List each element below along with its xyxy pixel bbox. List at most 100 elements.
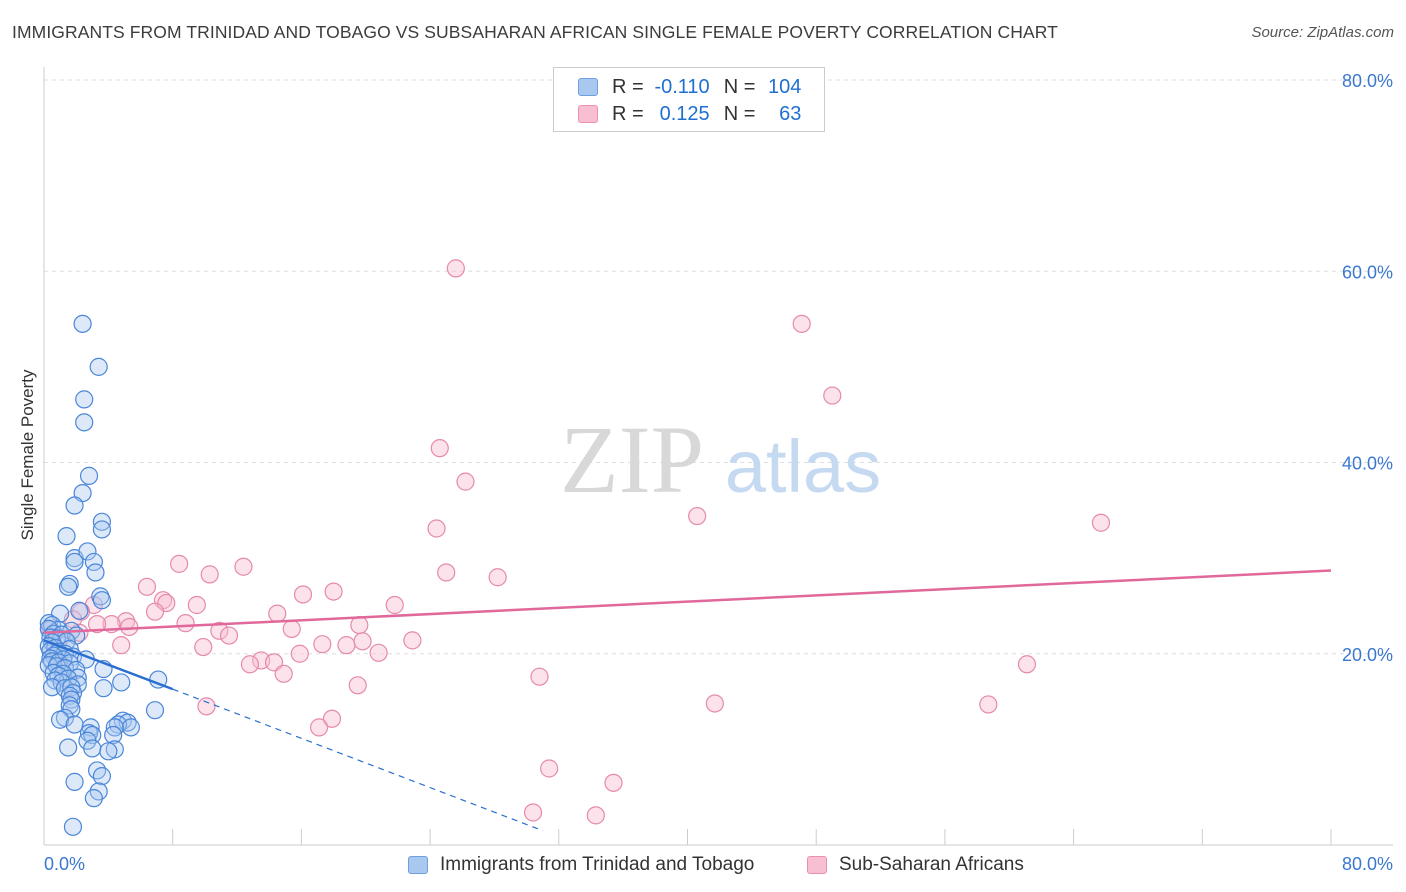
watermark-zip: ZIP [560, 406, 704, 513]
data-point-blue [79, 466, 99, 485]
data-point-blue [84, 789, 103, 808]
data-point-blue [65, 496, 84, 515]
data-point-pink [456, 472, 475, 491]
data-point-pink [530, 667, 549, 686]
legend-r-value: -0.110 [654, 75, 710, 98]
data-point-blue [94, 679, 113, 698]
data-point-blue [121, 718, 140, 737]
legend-swatch-blue [578, 78, 598, 96]
data-point-blue [87, 761, 107, 780]
legend-n-value: 63 [779, 102, 802, 125]
data-point-pink [1091, 513, 1111, 532]
legend-r-value: 0.125 [659, 102, 710, 125]
data-point-pink [313, 635, 332, 654]
data-point-blue [105, 740, 124, 759]
data-point-blue [59, 577, 78, 596]
data-point-pink [488, 568, 507, 587]
data-point-pink [324, 582, 343, 601]
data-point-blue [75, 413, 94, 432]
data-point-blue [89, 357, 108, 376]
data-point-blue [65, 772, 84, 791]
legend-row-pink: R = 0.125 N = 63 [578, 101, 801, 127]
legend-r-label: R = [612, 102, 644, 125]
trend-lines [43, 569, 1332, 832]
watermark-atlas: atlas [725, 425, 881, 508]
data-point-blue [83, 739, 102, 758]
data-point-blue [50, 710, 70, 729]
y-tick-label: 40.0% [1342, 454, 1393, 474]
data-point-blue [70, 601, 89, 620]
data-point-pink [540, 759, 559, 778]
axes [43, 67, 1393, 846]
trendline-pink [43, 569, 1332, 634]
data-point-blue [73, 314, 92, 333]
data-point-pink [427, 519, 446, 538]
data-point-pink [369, 643, 388, 662]
data-point-pink [792, 314, 811, 333]
data-point-pink [219, 626, 239, 645]
y-tick-label: 80.0% [1342, 71, 1393, 91]
data-point-blue [99, 742, 118, 761]
data-point-pink [604, 773, 623, 792]
bottom-legend-label-blue: Immigrants from Trinidad and Tobago [440, 854, 755, 875]
data-point-pink [979, 695, 998, 714]
data-point-blue [65, 552, 84, 572]
bottom-legend-swatch-blue [408, 856, 428, 874]
legend-row-blue: R = -0.110 N = 104 [578, 74, 801, 100]
bottom-legend-pink: Sub-Saharan Africans [807, 852, 1024, 878]
series-sub-saharan-africans [41, 259, 1111, 825]
bottom-legend-blue: Immigrants from Trinidad and Tobago [408, 852, 754, 878]
data-point-pink [293, 585, 313, 604]
trendline-blue [43, 639, 174, 691]
data-point-pink [120, 617, 139, 637]
data-point-pink [523, 803, 543, 822]
data-point-blue [63, 817, 83, 836]
data-point-blue [75, 390, 94, 409]
data-point-blue [60, 574, 79, 594]
legend-n-label: N = [723, 102, 756, 125]
data-point-blue [52, 673, 71, 692]
stats-legend: R = -0.110 N = 104 R = 0.125 N = 63 [553, 67, 825, 132]
data-point-pink [200, 565, 219, 584]
data-point-pink [268, 604, 287, 623]
data-point-pink [187, 595, 206, 615]
legend-swatch-pink [578, 105, 598, 123]
data-point-pink [586, 806, 605, 825]
data-point-blue [104, 725, 123, 745]
data-point-pink [282, 619, 301, 638]
data-point-pink [309, 718, 329, 737]
data-point-pink [403, 631, 422, 650]
data-point-blue [92, 520, 112, 539]
data-point-blue [83, 725, 102, 745]
data-point-blue [92, 591, 112, 610]
data-point-pink [823, 386, 842, 405]
bottom-legend-label-pink: Sub-Saharan Africans [839, 854, 1024, 875]
data-point-pink [145, 602, 165, 621]
data-point-pink [446, 259, 465, 278]
chart-title: IMMIGRANTS FROM TRINIDAD AND TOBAGO VS S… [12, 22, 1058, 42]
data-point-pink [688, 506, 707, 526]
data-point-pink [290, 644, 309, 663]
y-tick-label: 60.0% [1342, 262, 1393, 282]
data-point-pink [430, 439, 449, 458]
data-point-pink [210, 621, 229, 640]
trendline-blue-extension [172, 688, 543, 832]
data-point-pink [348, 676, 367, 695]
data-point-blue [92, 512, 112, 531]
x-tick-label: 0.0% [44, 854, 85, 874]
data-point-blue [59, 738, 78, 757]
source-credit: Source: ZipAtlas.com [1251, 24, 1394, 41]
data-point-blue [92, 767, 112, 786]
data-point-pink [176, 614, 195, 633]
data-point-blue [105, 718, 124, 737]
data-point-pink [240, 655, 260, 674]
data-point-pink [1017, 655, 1037, 674]
legend-n-label: N = [723, 75, 756, 98]
data-point-pink [274, 664, 293, 683]
y-axis-title: Single Female Poverty [18, 369, 37, 541]
data-point-blue [86, 563, 105, 582]
data-point-pink [350, 615, 369, 635]
data-point-blue [57, 527, 76, 546]
data-point-pink [234, 557, 253, 576]
